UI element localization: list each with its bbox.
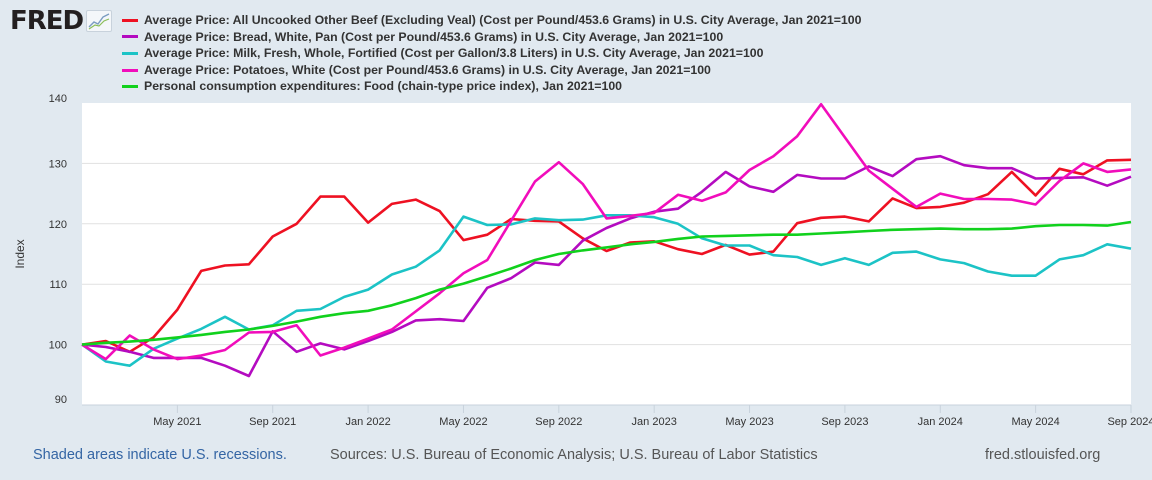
y-axis-label: Index xyxy=(13,239,27,268)
legend-item[interactable]: Personal consumption expenditures: Food … xyxy=(122,78,861,95)
x-tick-label: Jan 2022 xyxy=(345,416,390,428)
x-tick-label: May 2023 xyxy=(725,416,773,428)
legend-label: Average Price: Bread, White, Pan (Cost p… xyxy=(144,29,724,44)
legend-swatch xyxy=(122,18,138,22)
x-tick-label: Sep 2021 xyxy=(249,416,296,428)
plot-area xyxy=(82,103,1131,405)
y-tick-label: 140 xyxy=(49,93,67,105)
series-line-3[interactable] xyxy=(81,102,1132,361)
chart-line-icon xyxy=(86,10,113,32)
x-tick-label: Jan 2023 xyxy=(632,416,677,428)
logo-text: FRED xyxy=(10,6,84,36)
fred-logo[interactable]: FRED xyxy=(10,6,113,36)
y-tick-label: 110 xyxy=(49,279,67,291)
recessions-note[interactable]: Shaded areas indicate U.S. recessions. xyxy=(33,447,287,463)
legend-swatch xyxy=(122,68,138,72)
legend-swatch xyxy=(122,85,138,89)
legend-swatch xyxy=(122,35,138,39)
series-line-4[interactable] xyxy=(81,220,1132,346)
legend-item[interactable]: Average Price: All Uncooked Other Beef (… xyxy=(122,12,861,29)
legend-label: Average Price: All Uncooked Other Beef (… xyxy=(144,13,862,27)
series-line-0[interactable] xyxy=(81,158,1132,354)
legend-swatch xyxy=(122,51,138,55)
legend-label: Personal consumption expenditures: Food … xyxy=(144,79,622,94)
x-tick-label: May 2024 xyxy=(1011,416,1059,428)
y-tick-label: 130 xyxy=(49,158,67,170)
legend-item[interactable]: Average Price: Bread, White, Pan (Cost p… xyxy=(122,29,861,46)
x-tick-label: May 2021 xyxy=(153,416,201,428)
x-tick-label: Sep 2022 xyxy=(535,416,582,428)
y-tick-label: 120 xyxy=(49,219,67,231)
legend-item[interactable]: Average Price: Potatoes, White (Cost per… xyxy=(122,62,861,79)
y-tick-label: 90 xyxy=(55,394,67,406)
site-link[interactable]: fred.stlouisfed.org xyxy=(985,447,1101,463)
x-tick-label: Sep 2024 xyxy=(1107,416,1152,428)
x-tick-label: Sep 2023 xyxy=(821,416,868,428)
series-line-1[interactable] xyxy=(81,154,1132,378)
legend-label: Average Price: Potatoes, White (Cost per… xyxy=(144,62,711,77)
legend-item[interactable]: Average Price: Milk, Fresh, Whole, Forti… xyxy=(122,45,861,62)
legend: Average Price: All Uncooked Other Beef (… xyxy=(122,12,861,95)
x-tick-label: Jan 2024 xyxy=(918,416,963,428)
x-tick-label: May 2022 xyxy=(439,416,487,428)
y-tick-label: 100 xyxy=(49,340,67,352)
legend-label: Average Price: Milk, Fresh, Whole, Forti… xyxy=(144,46,764,61)
sources-text: Sources: U.S. Bureau of Economic Analysi… xyxy=(330,447,818,463)
